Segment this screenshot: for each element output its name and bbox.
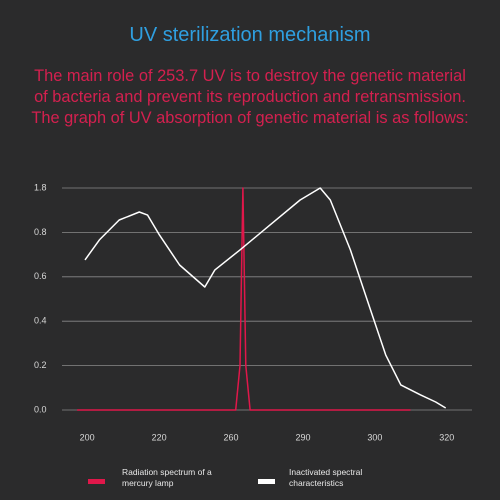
description-line: The graph of UV absorption of genetic ma…	[31, 109, 469, 127]
description-line: of bacteria and prevent its reproduction…	[34, 88, 466, 106]
x-tick-label: 220	[152, 432, 167, 442]
series-line	[84, 187, 447, 409]
page-title: UV sterilization mechanism	[129, 24, 371, 46]
legend-swatch	[88, 479, 105, 484]
y-tick-label: 0.8	[34, 227, 47, 237]
x-tick-label: 300	[367, 432, 382, 442]
x-tick-label: 200	[80, 432, 95, 442]
y-tick-label: 1.8	[34, 182, 47, 192]
legend-label: Inactivated spectral characteristics	[289, 467, 363, 488]
x-tick-label: 290	[295, 432, 310, 442]
y-tick-label: 0.0	[34, 404, 47, 414]
y-tick-label: 0.2	[34, 360, 47, 370]
legend-label: Radiation spectrum of a mercury lamp	[122, 467, 212, 488]
legend-swatch	[258, 479, 275, 484]
description-line: The main role of 253.7 UV is to destroy …	[34, 67, 466, 85]
x-tick-label: 260	[224, 432, 239, 442]
y-tick-label: 0.6	[34, 271, 47, 281]
y-tick-label: 0.4	[34, 316, 47, 326]
series-line	[77, 187, 411, 411]
x-tick-label: 320	[439, 432, 454, 442]
description: The main role of 253.7 UV is to destroy …	[0, 66, 500, 129]
